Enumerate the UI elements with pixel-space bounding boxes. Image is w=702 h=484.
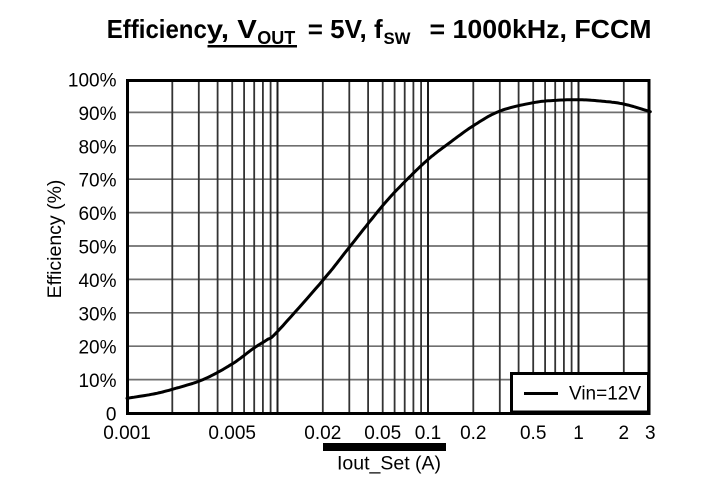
svg-text:Efficiency (%): Efficiency (%) (44, 180, 66, 299)
svg-text:0.02: 0.02 (304, 423, 341, 444)
svg-text:3: 3 (645, 423, 656, 444)
svg-text:0: 0 (106, 405, 117, 426)
svg-text:70%: 70% (78, 171, 116, 192)
svg-text:y, V: y, V (207, 14, 258, 44)
svg-text:0.5: 0.5 (520, 423, 546, 444)
svg-text:0.05: 0.05 (364, 423, 401, 444)
svg-text:Vin=12V: Vin=12V (569, 384, 641, 405)
svg-text:40%: 40% (78, 271, 116, 292)
svg-text:SW: SW (384, 29, 412, 48)
svg-text:Iout_Set (A): Iout_Set (A) (337, 453, 441, 475)
svg-text:50%: 50% (78, 238, 116, 259)
svg-text:0.001: 0.001 (103, 423, 151, 444)
svg-text:0.1: 0.1 (415, 423, 441, 444)
svg-text:0.2: 0.2 (460, 423, 486, 444)
svg-text:20%: 20% (78, 338, 116, 359)
svg-text:Efficienc: Efficienc (107, 14, 207, 44)
svg-text:30%: 30% (78, 304, 116, 325)
svg-text:0.005: 0.005 (208, 423, 256, 444)
svg-text:100%: 100% (68, 71, 117, 92)
svg-text:80%: 80% (78, 137, 116, 158)
svg-text:10%: 10% (78, 371, 116, 392)
svg-text:OUT: OUT (257, 28, 295, 48)
svg-text:60%: 60% (78, 204, 116, 225)
svg-text:90%: 90% (78, 104, 116, 125)
svg-text:2: 2 (619, 423, 630, 444)
svg-text:= 5V, f: = 5V, f (308, 14, 383, 44)
svg-text:= 1000kHz, FCCM: = 1000kHz, FCCM (430, 14, 652, 44)
svg-text:1: 1 (573, 423, 584, 444)
